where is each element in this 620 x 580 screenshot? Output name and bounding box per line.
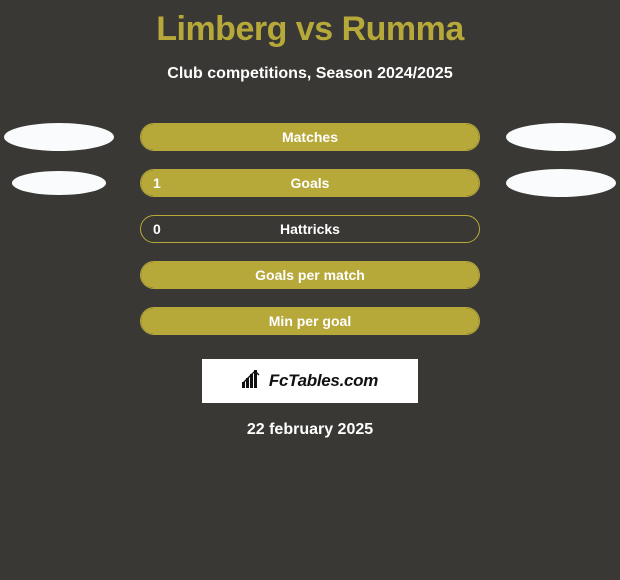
stat-bar: Goals per match bbox=[140, 261, 480, 289]
attribution-text: FcTables.com bbox=[269, 371, 378, 391]
stat-bar-label: Min per goal bbox=[141, 313, 479, 329]
chart-row: 1Goals bbox=[0, 169, 620, 197]
stat-bar-label: Hattricks bbox=[141, 221, 479, 237]
page-title: Limberg vs Rumma bbox=[0, 0, 620, 49]
chart-row: 0Hattricks bbox=[0, 215, 620, 243]
left-stat-ellipse bbox=[12, 171, 106, 195]
chart-row: Matches bbox=[0, 123, 620, 151]
comparison-chart: Matches 1Goals 0Hattricks Goals per match Mi… bbox=[0, 123, 620, 335]
stat-bar: Min per goal bbox=[140, 307, 480, 335]
stat-bar-label: Matches bbox=[141, 129, 479, 145]
right-stat-ellipse bbox=[506, 169, 616, 197]
stat-bar-label: Goals bbox=[141, 175, 479, 191]
stat-bar-label: Goals per match bbox=[141, 267, 479, 283]
attribution-badge: FcTables.com bbox=[202, 359, 418, 403]
stat-bar: Matches bbox=[140, 123, 480, 151]
left-stat-ellipse bbox=[4, 123, 114, 151]
chart-row: Goals per match bbox=[0, 261, 620, 289]
stat-bar: 0Hattricks bbox=[140, 215, 480, 243]
chart-row: Min per goal bbox=[0, 307, 620, 335]
stat-bar: 1Goals bbox=[140, 169, 480, 197]
subtitle: Club competitions, Season 2024/2025 bbox=[0, 65, 620, 83]
bars-icon bbox=[242, 370, 264, 393]
date-line: 22 february 2025 bbox=[0, 421, 620, 439]
right-stat-ellipse bbox=[506, 123, 616, 151]
